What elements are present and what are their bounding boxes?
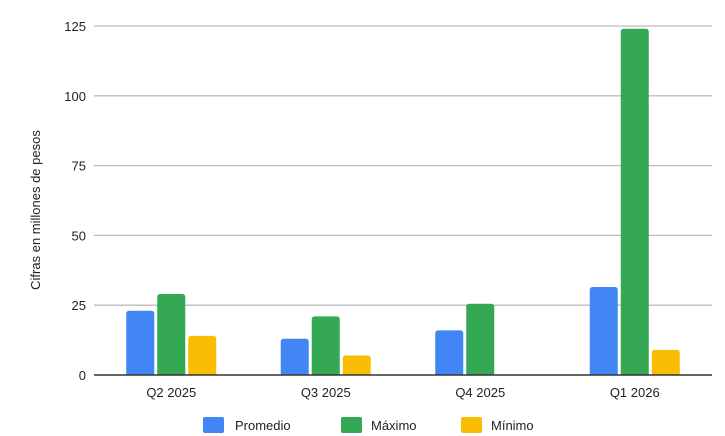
legend-swatch bbox=[341, 417, 362, 433]
legend-item: Mínimo bbox=[461, 417, 534, 433]
y-tick-label: 25 bbox=[72, 298, 86, 313]
bar-maximo-q2-2025 bbox=[157, 294, 186, 375]
bar-promedio-q2-2025 bbox=[126, 310, 155, 375]
legend-swatch bbox=[461, 417, 482, 433]
x-tick-label: Q2 2025 bbox=[146, 385, 196, 400]
x-tick-label: Q4 2025 bbox=[455, 385, 505, 400]
legend-label: Mínimo bbox=[491, 418, 534, 433]
bar-minimo-q1-2026 bbox=[651, 349, 680, 375]
bar-promedio-q3-2025 bbox=[280, 338, 309, 375]
y-tick-label: 75 bbox=[72, 159, 86, 174]
x-axis-ticks: Q2 2025 Q3 2025 Q4 2025 Q1 2026 bbox=[146, 385, 659, 400]
bars bbox=[126, 28, 680, 376]
y-tick-label: 0 bbox=[79, 368, 86, 383]
bar-maximo-q3-2025 bbox=[311, 316, 340, 375]
bar-minimo-q2-2025 bbox=[188, 335, 217, 375]
bar-promedio-q1-2026 bbox=[589, 287, 618, 375]
bar-minimo-q3-2025 bbox=[342, 355, 371, 375]
y-tick-label: 100 bbox=[64, 89, 86, 104]
legend: Promedio Máximo Mínimo bbox=[203, 417, 534, 433]
bar-promedio-q4-2025 bbox=[435, 330, 464, 375]
bar-maximo-q4-2025 bbox=[466, 303, 495, 375]
x-tick-label: Q3 2025 bbox=[301, 385, 351, 400]
bar-maximo-q1-2026 bbox=[620, 28, 649, 376]
legend-swatch bbox=[203, 417, 224, 433]
legend-label: Promedio bbox=[235, 418, 291, 433]
y-axis-ticks: 0 25 50 75 100 125 bbox=[64, 19, 86, 383]
y-axis-title: Cifras en millones de pesos bbox=[28, 130, 43, 290]
legend-item: Promedio bbox=[203, 417, 291, 433]
gridlines bbox=[94, 25, 712, 306]
x-tick-label: Q1 2026 bbox=[610, 385, 660, 400]
legend-label: Máximo bbox=[371, 418, 417, 433]
legend-item: Máximo bbox=[341, 417, 417, 433]
y-tick-label: 125 bbox=[64, 19, 86, 34]
y-tick-label: 50 bbox=[72, 228, 86, 243]
